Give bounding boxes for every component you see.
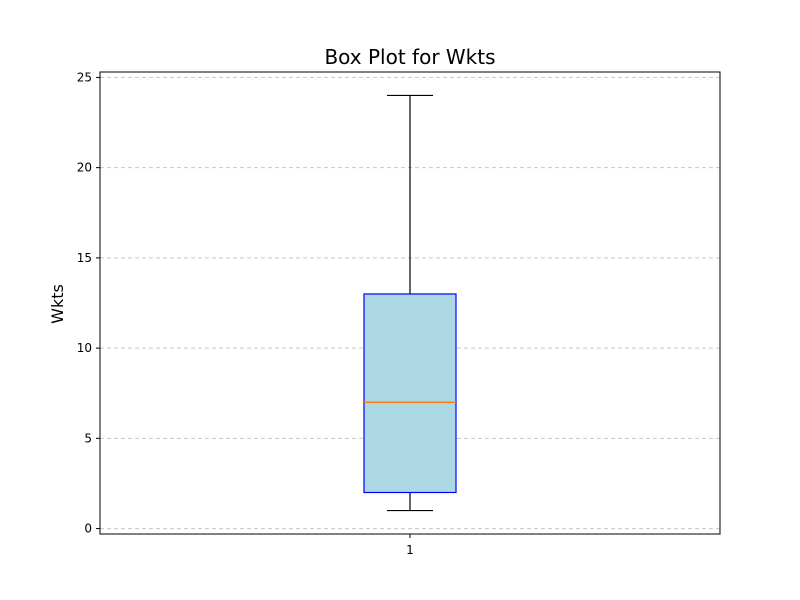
y-tick-label: 0 (84, 522, 92, 536)
y-tick-label: 5 (84, 431, 92, 445)
y-tick-label: 10 (77, 341, 92, 355)
plot-area-frame (99, 71, 721, 535)
chart-title: Box Plot for Wkts (324, 45, 495, 69)
interquartile-box (363, 293, 457, 494)
y-tick-label: 15 (77, 251, 92, 265)
x-tick-label: 1 (406, 543, 414, 557)
x-axis-ticks: 1 (406, 534, 414, 557)
y-tick-label: 20 (77, 161, 92, 175)
y-axis-label: Wkts (48, 284, 67, 324)
y-tick-label: 25 (77, 70, 92, 84)
box-series (363, 94, 457, 512)
y-axis-ticks: 0 5 10 15 20 25 (77, 70, 100, 536)
